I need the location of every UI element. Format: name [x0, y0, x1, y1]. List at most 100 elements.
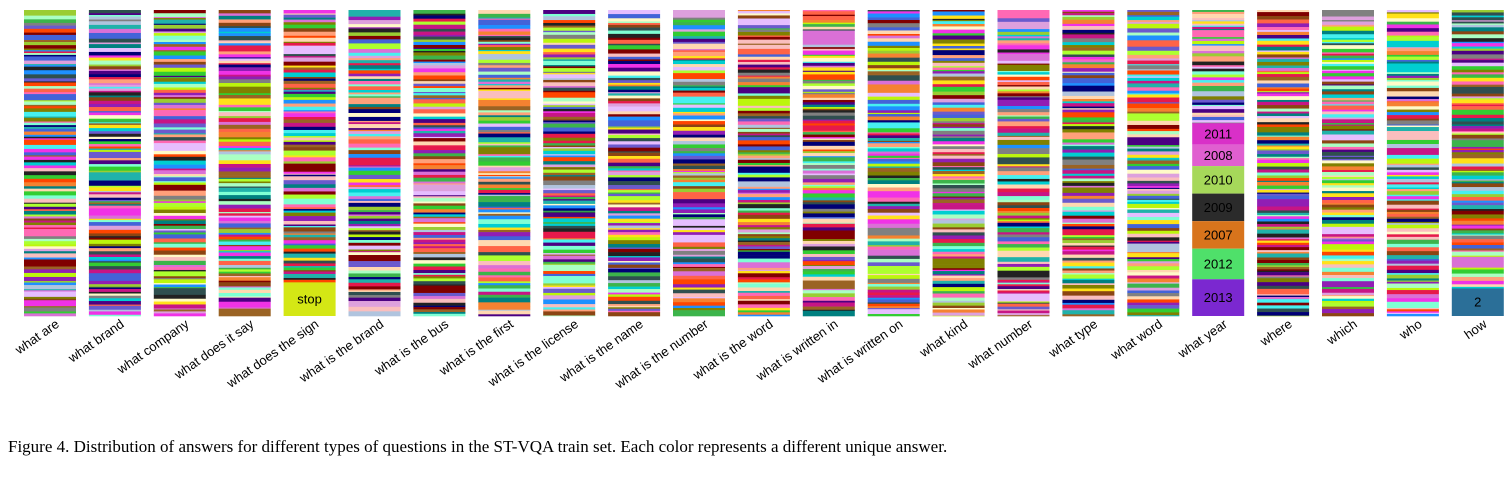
answer-segment — [932, 176, 985, 179]
answer-segment — [673, 155, 725, 160]
answer-segment — [413, 244, 466, 247]
answer-segment — [867, 80, 920, 85]
answer-segment — [283, 28, 336, 32]
answer-segment — [932, 137, 985, 142]
answer-segment — [1127, 70, 1180, 75]
answer-segment — [218, 208, 271, 213]
answer-segment — [1257, 23, 1310, 28]
answer-segment — [478, 81, 531, 85]
answer-segment — [543, 259, 596, 263]
answer-segment — [478, 47, 531, 51]
answer-segment — [1127, 11, 1180, 16]
answer-segment — [413, 24, 466, 30]
answer-segment — [24, 251, 76, 254]
answer-segment — [413, 159, 466, 164]
answer-segment — [1062, 187, 1115, 192]
answer-segment — [1322, 30, 1374, 35]
answer-segment — [737, 116, 790, 119]
answer-segment — [153, 288, 206, 296]
answer-segment — [1386, 115, 1439, 119]
answer-segment — [1062, 64, 1115, 69]
answer-segment — [88, 160, 141, 165]
answer-segment — [1322, 76, 1374, 80]
answer-segment — [218, 116, 271, 119]
answer-segment — [802, 144, 855, 147]
answer-segment — [24, 280, 76, 283]
answer-segment — [1451, 234, 1504, 236]
answer-segment — [153, 174, 206, 177]
answer-segment — [802, 168, 855, 171]
answer-segment — [932, 254, 985, 257]
answer-segment — [478, 314, 531, 317]
answer-segment — [1322, 283, 1374, 288]
answer-segment — [802, 222, 855, 225]
answer-segment — [348, 196, 401, 200]
answer-segment — [1127, 22, 1180, 25]
answer-segment — [478, 161, 531, 166]
answer-segment — [932, 48, 985, 51]
answer-segment — [802, 120, 855, 124]
answer-segment — [543, 239, 596, 243]
answer-segment — [1386, 120, 1439, 125]
answer-segment — [1451, 276, 1504, 282]
answer-segment — [1257, 192, 1310, 195]
answer-segment — [283, 89, 336, 91]
answer-segment — [737, 287, 790, 292]
answer-segment — [218, 141, 271, 147]
answer-segment — [88, 136, 141, 140]
answer-segment — [348, 234, 401, 238]
answer-segment — [1257, 135, 1310, 137]
answer-segment — [802, 71, 855, 75]
answer-segment — [283, 45, 336, 55]
answer-segment — [1386, 182, 1439, 185]
answer-segment — [88, 88, 141, 92]
answer-segment — [348, 60, 401, 64]
answer-segment — [478, 106, 531, 111]
answer-segment — [802, 265, 855, 270]
answer-segment — [737, 236, 790, 239]
answer-segment — [543, 92, 596, 99]
answer-segment — [478, 137, 531, 143]
answer-segment — [413, 72, 466, 76]
answer-segment — [867, 148, 920, 152]
answer-segment — [1322, 104, 1374, 106]
answer-segment — [997, 154, 1050, 158]
answer-segment — [478, 43, 531, 46]
answer-segment — [153, 257, 206, 262]
answer-segment — [543, 112, 596, 118]
answer-segment — [1062, 95, 1115, 100]
answer-segment — [997, 70, 1050, 73]
answer-segment — [802, 85, 855, 90]
answer-segment — [802, 240, 855, 245]
answer-segment — [348, 104, 401, 108]
answer-segment — [673, 298, 725, 303]
answer-segment — [932, 220, 985, 224]
answer-segment — [1322, 73, 1374, 77]
answer-segment — [1192, 96, 1245, 100]
column-label: how — [1461, 316, 1490, 342]
answer-segment — [1257, 180, 1310, 183]
answer-segment — [24, 210, 76, 215]
answer-segment — [802, 202, 855, 205]
answer-segment — [153, 154, 206, 158]
answer-segment — [1127, 102, 1180, 104]
answer-segment — [283, 184, 336, 189]
answer-segment — [1386, 172, 1439, 176]
answer-segment — [348, 147, 401, 151]
answer-segment — [867, 219, 920, 224]
answer-segment — [478, 110, 531, 113]
answer-segment — [543, 175, 596, 177]
answer-segment — [24, 191, 76, 196]
answer-segment — [608, 248, 661, 253]
answer-segment — [932, 10, 985, 12]
answer-segment — [88, 261, 141, 263]
answer-segment — [1192, 99, 1245, 103]
answer-segment — [802, 130, 855, 133]
answer-segment — [88, 293, 141, 296]
answer-segment — [608, 10, 661, 15]
answer-segment — [1127, 77, 1180, 82]
answer-segment — [802, 243, 855, 247]
answer-segment — [802, 271, 855, 275]
answer-segment — [673, 85, 725, 87]
answer-segment — [932, 21, 985, 25]
